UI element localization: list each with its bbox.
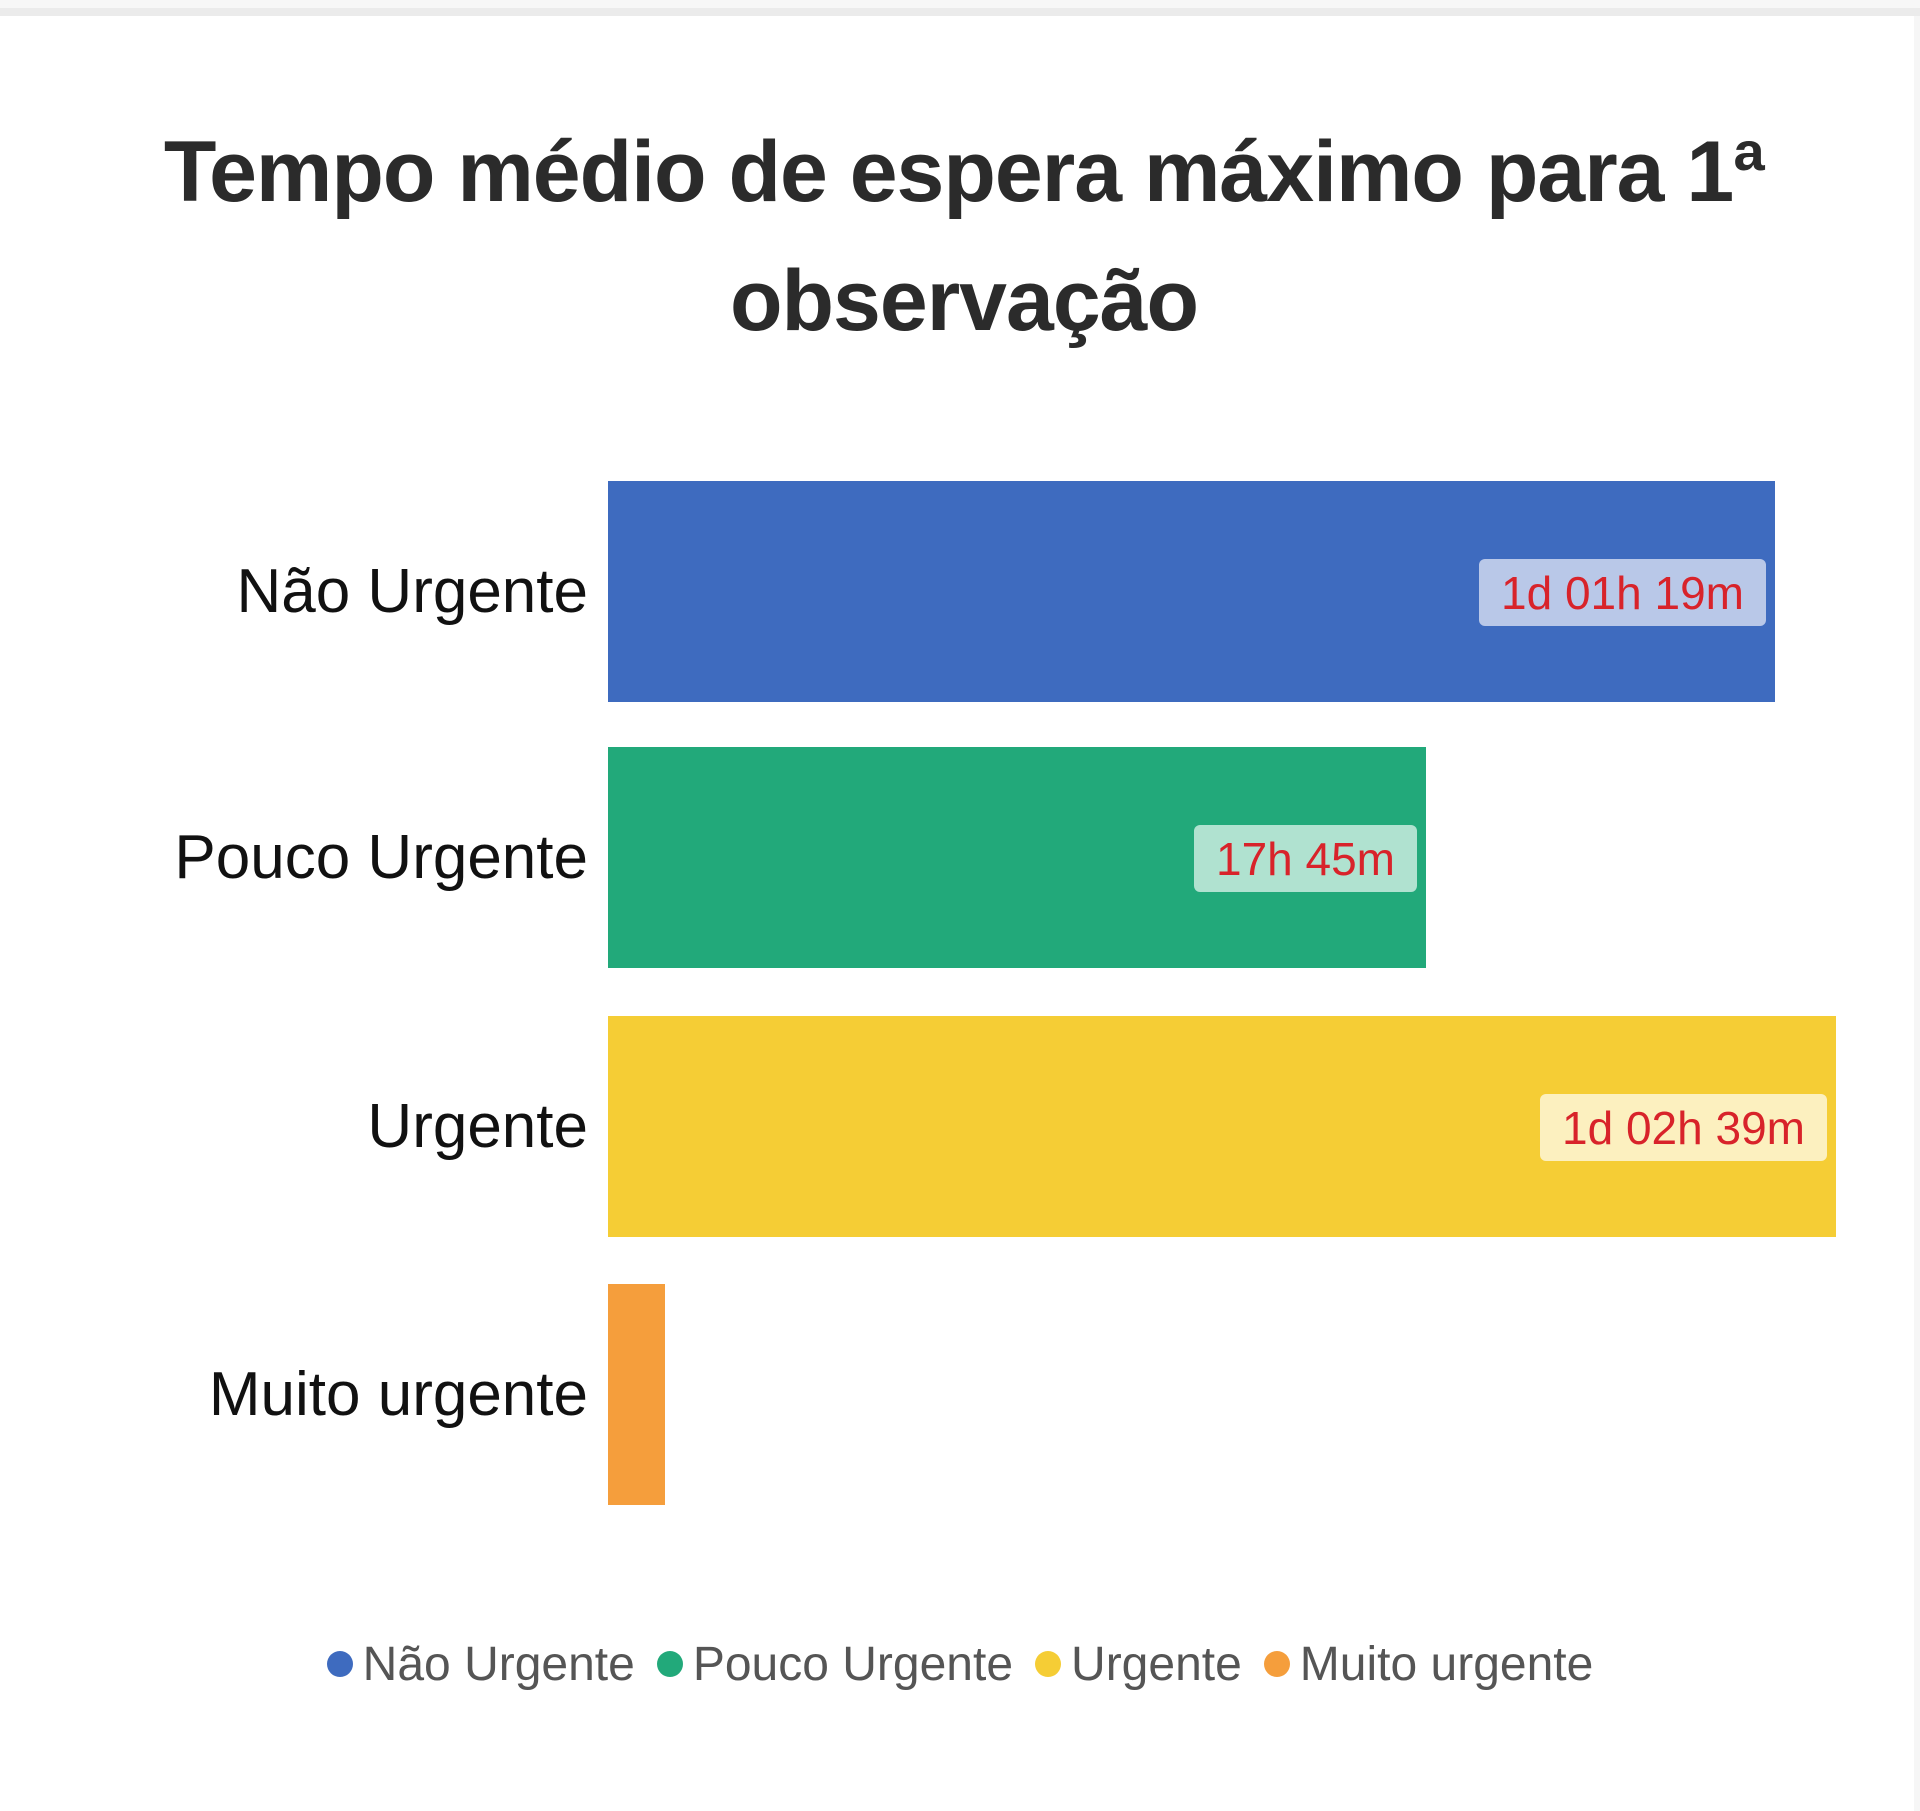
- chart-title: Tempo médio de espera máximo para 1ª obs…: [60, 108, 1868, 366]
- category-label: Muito urgente: [208, 1360, 588, 1429]
- card-right-edge: [1914, 16, 1920, 1811]
- legend-dot-icon: [1035, 1651, 1062, 1677]
- bar-pouco-urgente[interactable]: 17h 45m: [608, 747, 1426, 968]
- bar-row-pouco-urgente: Pouco Urgente 17h 45m: [0, 747, 1920, 968]
- legend-label: Muito urgente: [1299, 1637, 1594, 1691]
- legend-item-pouco-urgente[interactable]: Pouco Urgente: [656, 1637, 1014, 1692]
- legend-item-nao-urgente[interactable]: Não Urgente: [326, 1637, 635, 1692]
- category-label: Não Urgente: [236, 557, 588, 626]
- legend: Não Urgente Pouco Urgente Urgente Muito …: [0, 1634, 1920, 1694]
- legend-dot-icon: [326, 1651, 353, 1677]
- category-label: Pouco Urgente: [174, 823, 588, 892]
- value-label: 17h 45m: [1193, 825, 1417, 892]
- value-label: 1d 02h 39m: [1540, 1094, 1827, 1161]
- legend-label: Urgente: [1071, 1637, 1242, 1691]
- top-border: [0, 0, 1920, 8]
- bar-row-muito-urgente: Muito urgente: [0, 1284, 1920, 1505]
- legend-dot-icon: [656, 1651, 683, 1677]
- value-label: 1d 01h 19m: [1479, 559, 1766, 626]
- top-border-shadow: [0, 8, 1920, 16]
- legend-label: Pouco Urgente: [692, 1637, 1014, 1691]
- bar-muito-urgente[interactable]: [608, 1284, 665, 1505]
- bar-urgente[interactable]: 1d 02h 39m: [608, 1016, 1836, 1237]
- category-label: Urgente: [367, 1092, 588, 1161]
- chart-title-line2: observação: [729, 253, 1199, 349]
- legend-item-muito-urgente[interactable]: Muito urgente: [1263, 1637, 1594, 1692]
- legend-dot-icon: [1263, 1651, 1290, 1677]
- legend-item-urgente[interactable]: Urgente: [1035, 1637, 1242, 1692]
- bar-nao-urgente[interactable]: 1d 01h 19m: [608, 481, 1775, 702]
- chart-title-line1: Tempo médio de espera máximo para 1ª: [163, 124, 1765, 220]
- bar-row-urgente: Urgente 1d 02h 39m: [0, 1016, 1920, 1237]
- bar-row-nao-urgente: Não Urgente 1d 01h 19m: [0, 481, 1920, 702]
- legend-label: Não Urgente: [362, 1637, 635, 1691]
